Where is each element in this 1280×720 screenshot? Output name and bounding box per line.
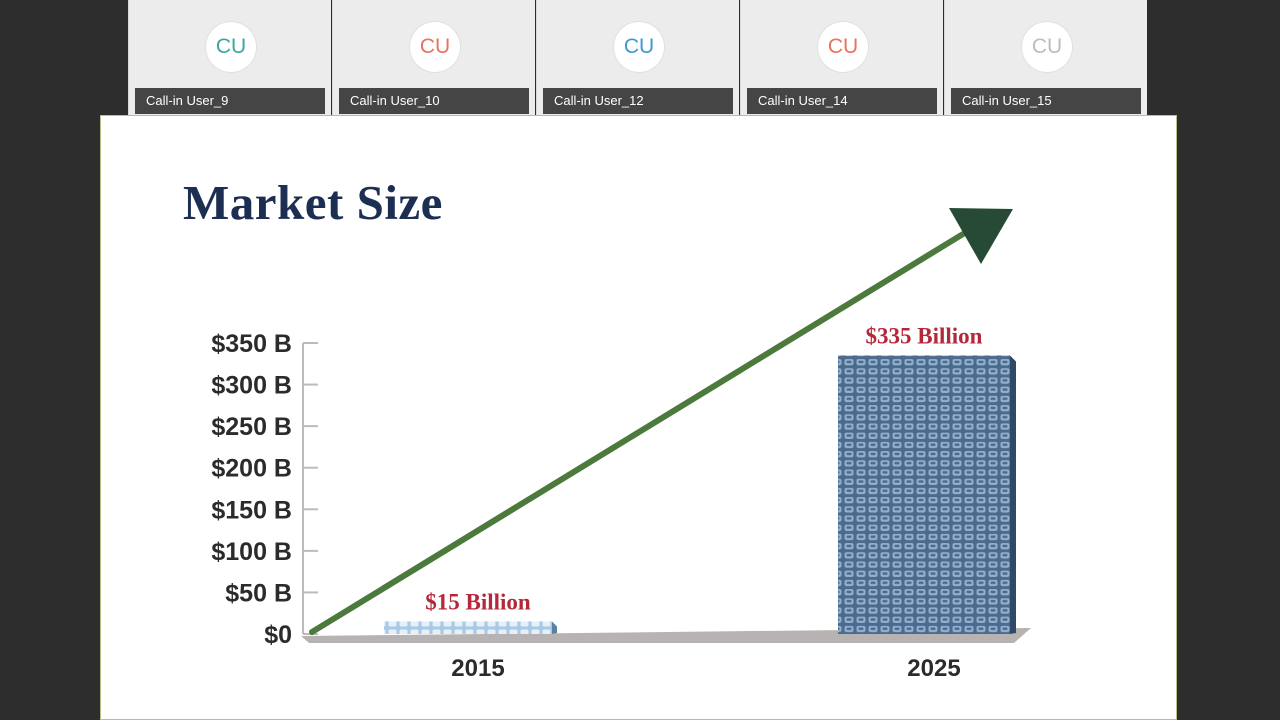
y-tick-label: $350 B <box>211 330 292 358</box>
participant-tile[interactable]: CU Call-in User_10 <box>332 0 535 115</box>
bar-value-label: $335 Billion <box>866 323 983 348</box>
market-size-chart: $0 $50 B $100 B $150 B $200 B $250 B $300 B $35… <box>211 208 1031 682</box>
shared-slide: Market Size $0 $50 B $100 B $150 B $200 B $25… <box>100 115 1177 720</box>
bar-2025-side <box>1010 355 1016 634</box>
slide-title: Market Size <box>183 175 443 230</box>
participant-avatar: CU <box>1022 22 1072 72</box>
participant-tile[interactable]: CU Call-in User_15 <box>944 0 1147 115</box>
participant-tile[interactable]: CU Call-in User_14 <box>740 0 943 115</box>
participant-avatar: CU <box>410 22 460 72</box>
y-tick-label: $300 B <box>211 372 292 400</box>
y-tick-label: $50 B <box>225 579 292 607</box>
bar-2015-side <box>552 621 557 634</box>
participant-name: Call-in User_10 <box>339 88 529 114</box>
y-tick-label: $100 B <box>211 538 292 566</box>
y-tick-label: $0 <box>264 621 292 649</box>
participant-tile[interactable]: CU Call-in User_9 <box>128 0 331 115</box>
bar-value-label: $15 Billion <box>425 590 531 615</box>
bar-2025 <box>838 355 1010 634</box>
y-tick-label: $250 B <box>211 413 292 441</box>
participant-tile[interactable]: CU Call-in User_12 <box>536 0 739 115</box>
trend-arrow-line <box>309 231 966 635</box>
y-tick-label: $150 B <box>211 496 292 524</box>
x-category-label: 2025 <box>907 655 960 682</box>
x-category-label: 2015 <box>451 655 504 682</box>
participant-name: Call-in User_12 <box>543 88 733 114</box>
participant-avatar: CU <box>818 22 868 72</box>
y-tick-label: $200 B <box>211 455 292 483</box>
participant-name: Call-in User_9 <box>135 88 325 114</box>
trend-arrow-head <box>949 208 1013 264</box>
participant-name: Call-in User_14 <box>747 88 937 114</box>
participant-strip: CU Call-in User_9 CU Call-in User_10 CU Call-… <box>128 0 1149 115</box>
bar-2015 <box>384 621 552 634</box>
participant-avatar: CU <box>206 22 256 72</box>
participant-avatar: CU <box>614 22 664 72</box>
participant-name: Call-in User_15 <box>951 88 1141 114</box>
